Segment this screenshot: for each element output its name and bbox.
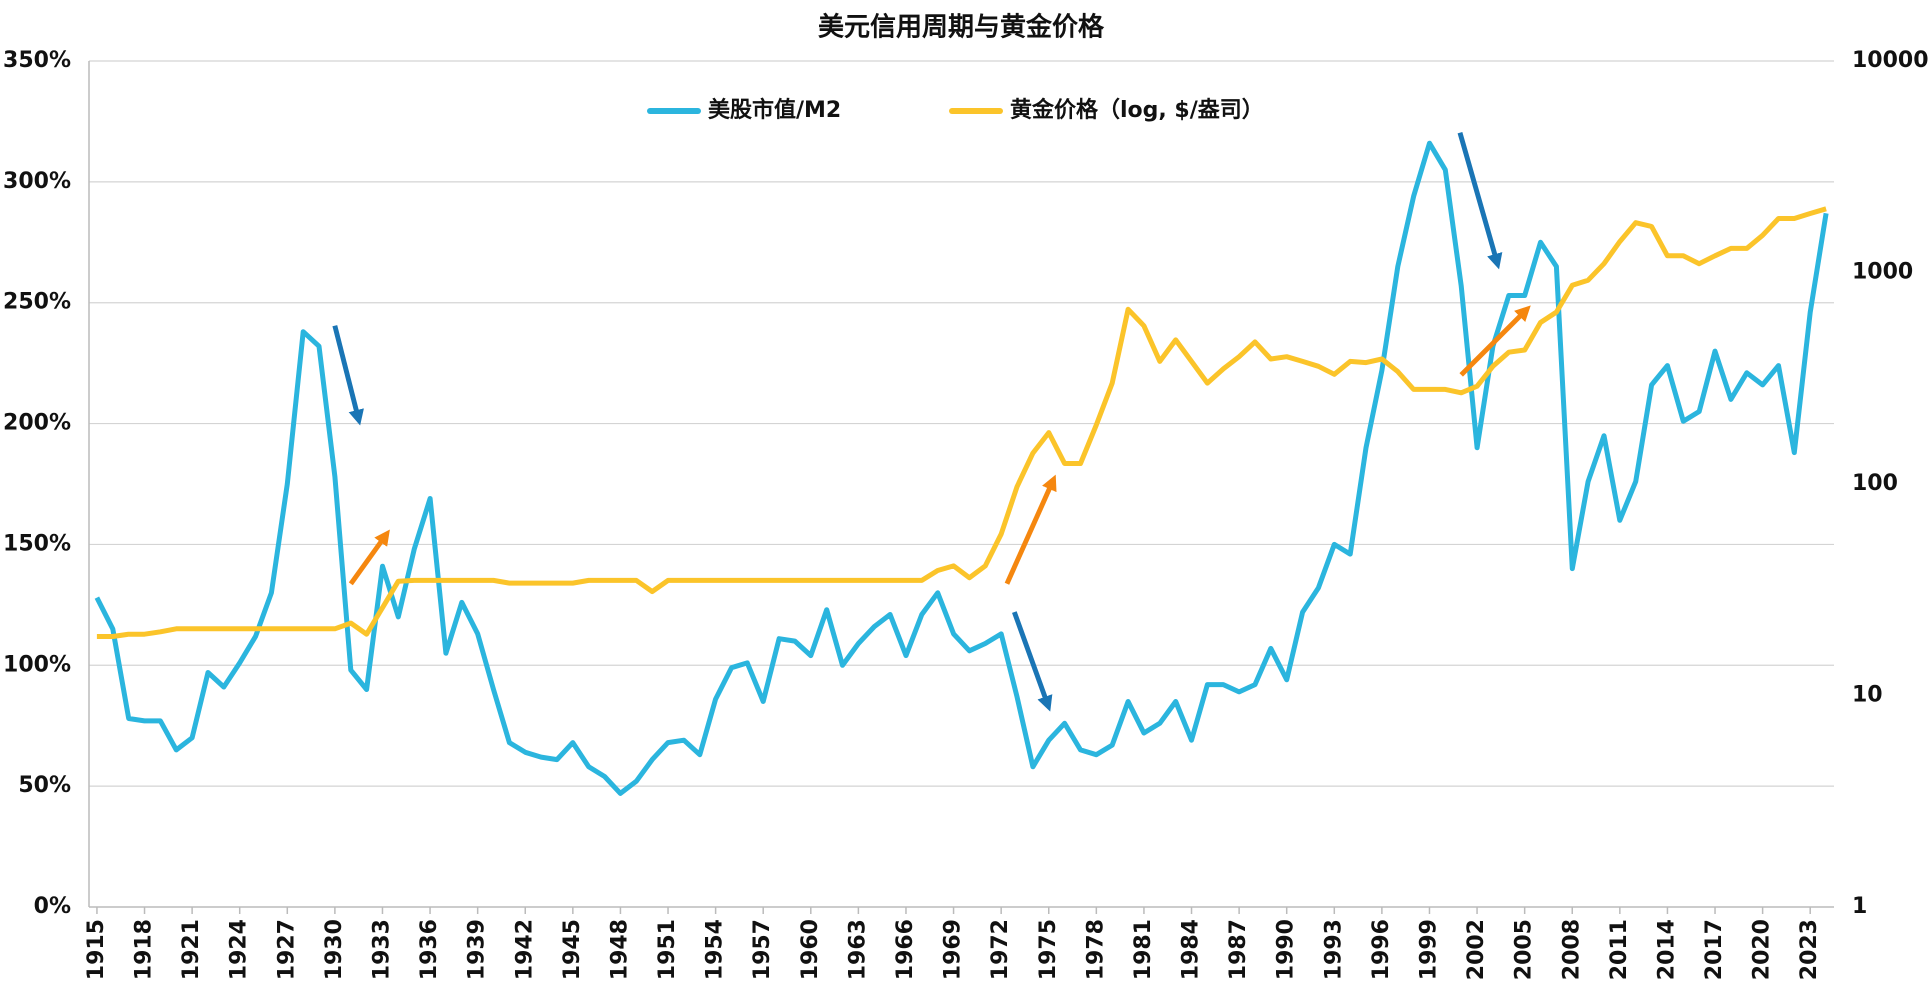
y-tick-label: 50%	[18, 773, 71, 798]
arrow	[332, 325, 364, 426]
x-tick-label: 1939	[465, 919, 490, 980]
y-tick-label: 200%	[3, 411, 71, 436]
x-tick-label: 1936	[417, 919, 442, 980]
y-tick-label: 300%	[3, 169, 71, 194]
x-tick-label: 1915	[84, 919, 109, 980]
x-tick-label: 2023	[1797, 919, 1822, 980]
x-tick-label: 1951	[655, 919, 680, 980]
x-tick-label: 1945	[560, 919, 585, 980]
x-tick-label: 2011	[1607, 919, 1632, 980]
legend-label: 美股市值/M2	[708, 97, 841, 123]
y2-tick-label: 10000	[1852, 48, 1929, 73]
x-tick-label: 2017	[1702, 919, 1727, 980]
x-tick-label: 1975	[1036, 919, 1061, 980]
y2-tick-label: 1	[1852, 894, 1867, 919]
x-tick-label: 1954	[703, 919, 728, 980]
arrow	[348, 529, 390, 586]
arrow	[1004, 474, 1057, 585]
x-tick-label: 1996	[1369, 919, 1394, 980]
arrow	[1012, 611, 1053, 712]
x-tick-label: 2002	[1464, 919, 1489, 980]
arrow	[1457, 132, 1503, 270]
x-tick-label: 1948	[607, 919, 632, 980]
x-tick-label: 1930	[322, 919, 347, 980]
plot-area: 0% 50% 100% 150% 200% 250% 300% 350% 1 10 100 1000 1…	[3, 48, 1929, 980]
x-tick-label: 1978	[1083, 919, 1108, 980]
data-line	[94, 140, 1829, 796]
x-tick-label: 1957	[750, 919, 775, 980]
x-tick-label: 2020	[1750, 919, 1775, 980]
y2-tick-label: 10	[1852, 683, 1883, 708]
x-tick-label: 1987	[1226, 919, 1251, 980]
x-tick-label: 1927	[274, 919, 299, 980]
x-tick-label: 1933	[369, 919, 394, 980]
x-tick-label: 2008	[1559, 919, 1584, 980]
x-tick-label: 1942	[512, 919, 537, 980]
y-tick-label: 150%	[3, 531, 71, 556]
y2-tick-label: 1000	[1852, 260, 1913, 285]
y-tick-label: 0%	[34, 894, 71, 919]
x-tick-label: 1972	[988, 919, 1013, 980]
x-tick-label: 1924	[227, 919, 252, 980]
x-tick-label: 2005	[1512, 919, 1537, 980]
y-tick-label: 350%	[3, 48, 71, 73]
x-tick-label: 1981	[1131, 919, 1156, 980]
data-line	[96, 206, 1827, 639]
y-tick-label: 250%	[3, 290, 71, 315]
x-tick-label: 1963	[845, 919, 870, 980]
y2-tick-label: 100	[1852, 471, 1898, 496]
x-tick-label: 1993	[1321, 919, 1346, 980]
x-tick-label: 1918	[132, 919, 157, 980]
x-tick-label: 1921	[179, 919, 204, 980]
arrow	[1459, 305, 1531, 377]
annotation-arrows	[332, 132, 1531, 712]
chart-title: 美元信用周期与黄金价格	[818, 12, 1105, 43]
x-tick-label: 2014	[1654, 919, 1679, 980]
x-tick-label: 1990	[1274, 919, 1299, 980]
x-tick-label: 1984	[1179, 919, 1204, 980]
x-tick-label: 1960	[798, 919, 823, 980]
x-tick-label: 1969	[941, 919, 966, 980]
legend-label: 黄金价格（log, $/盎司）	[1010, 97, 1264, 123]
x-tick-label: 1999	[1416, 919, 1441, 980]
x-tick-label: 1966	[893, 919, 918, 980]
y-tick-label: 100%	[3, 652, 71, 677]
